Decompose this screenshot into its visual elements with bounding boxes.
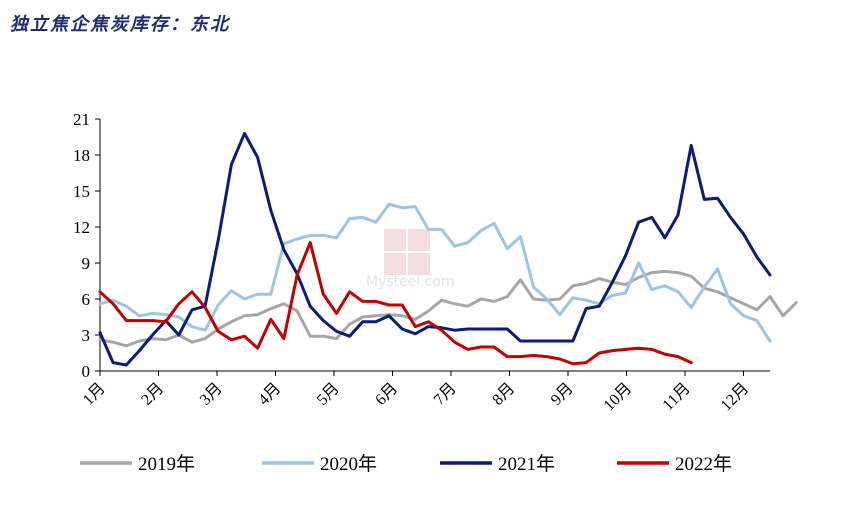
y-tick-label: 6 — [82, 290, 91, 309]
y-tick-label: 3 — [82, 326, 91, 345]
x-tick-label: 8月 — [489, 380, 518, 409]
series-line-2022年 — [98, 241, 693, 366]
chart-title: 独立焦企焦炭库存：东北 — [10, 14, 230, 35]
y-tick-label: 15 — [73, 182, 90, 201]
x-tick-label: 5月 — [314, 380, 343, 409]
legend-label: 2021年 — [498, 453, 555, 475]
series-line-2019年 — [98, 269, 798, 348]
x-tick-label: 2月 — [138, 380, 167, 409]
legend-label: 2022年 — [675, 453, 732, 475]
x-tick-label: 1月 — [80, 380, 109, 409]
mysteel-watermark: Mysteel.com — [366, 229, 455, 290]
y-tick-label: 18 — [73, 146, 90, 165]
x-tick-label: 7月 — [431, 380, 460, 409]
x-tick-label: 4月 — [255, 380, 284, 409]
y-tick-label: 9 — [82, 254, 91, 273]
x-tick-label: 12月 — [718, 380, 753, 415]
x-tick-label: 3月 — [197, 380, 226, 409]
x-tick-label: 9月 — [548, 380, 577, 409]
y-tick-label: 21 — [73, 110, 90, 129]
y-tick-label: 0 — [82, 362, 91, 381]
x-tick-label: 10月 — [601, 380, 636, 415]
legend: 2019年 2020年 2021年 2022年 — [80, 453, 732, 475]
legend-label: 2019年 — [138, 453, 195, 475]
watermark-text: Mysteel.com — [366, 274, 455, 290]
x-tick-label: 6月 — [372, 380, 401, 409]
y-tick-label: 12 — [73, 218, 90, 237]
series-lines — [98, 131, 798, 367]
legend-label: 2020年 — [320, 453, 377, 475]
x-tick-label: 11月 — [660, 380, 694, 414]
